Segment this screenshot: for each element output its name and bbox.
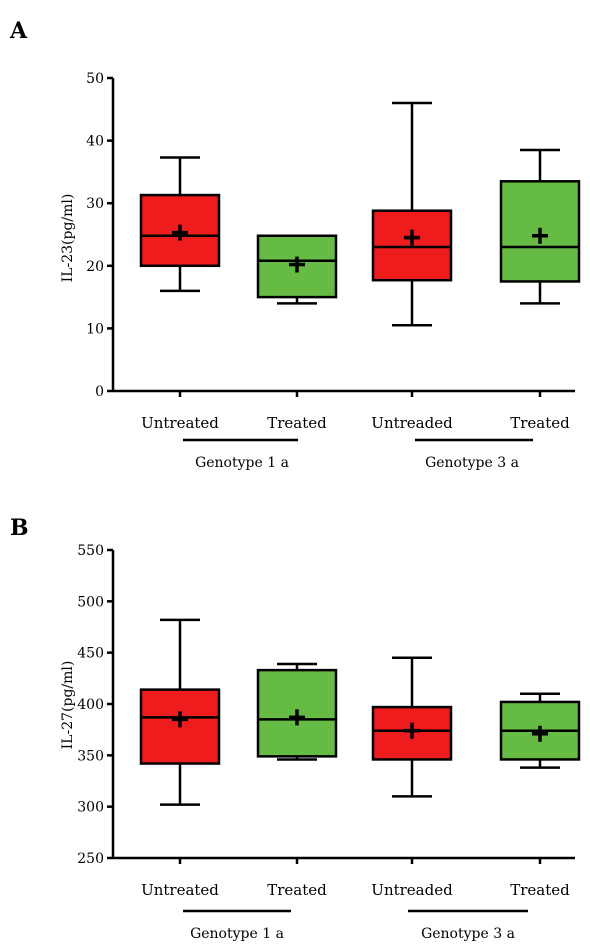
group-label: Genotype 1 a bbox=[190, 926, 284, 942]
panel-letter-b: B bbox=[10, 515, 29, 541]
y-tick-label: 10 bbox=[86, 321, 104, 337]
chart-panel-b: 250 300 350 400 450 500 550 Untreated Treated Unt… bbox=[77, 543, 581, 942]
x-tick-label: Treated bbox=[267, 414, 327, 432]
y-tick-label: 20 bbox=[86, 259, 104, 275]
x-tick-label: Treated bbox=[510, 414, 570, 432]
y-tick-label: 0 bbox=[95, 384, 104, 400]
group-label: Genotype 3 a bbox=[421, 926, 515, 942]
group-label: Genotype 3 a bbox=[425, 455, 519, 471]
y-tick-label: 30 bbox=[86, 196, 104, 212]
x-tick-label: Untreated bbox=[141, 881, 219, 899]
x-tick-label: Untreaded bbox=[371, 414, 453, 432]
y-tick-label: 550 bbox=[77, 543, 104, 559]
group-label: Genotype 1 a bbox=[195, 455, 289, 471]
y-tick-label: 50 bbox=[86, 71, 104, 87]
x-tick-label: Treated bbox=[267, 881, 327, 899]
y-axis-title-a: IL-23(pg/ml) bbox=[60, 194, 76, 283]
y-tick-label: 40 bbox=[86, 134, 104, 150]
x-tick-label: Untreaded bbox=[371, 881, 453, 899]
y-axis-title-b: IL-27(pg/ml) bbox=[60, 661, 76, 750]
panel-letter-a: A bbox=[9, 18, 28, 44]
y-tick-label: 400 bbox=[77, 697, 104, 713]
x-tick-label: Untreated bbox=[141, 414, 219, 432]
y-tick-label: 250 bbox=[77, 851, 104, 867]
x-tick-label: Treated bbox=[510, 881, 570, 899]
y-tick-label: 300 bbox=[77, 800, 104, 816]
chart-panel-a: 0 10 20 30 40 50 Untreated Treated Untreaded Trea… bbox=[86, 71, 581, 471]
y-tick-label: 450 bbox=[77, 646, 104, 662]
y-tick-label: 350 bbox=[77, 748, 104, 764]
y-tick-label: 500 bbox=[77, 594, 104, 610]
